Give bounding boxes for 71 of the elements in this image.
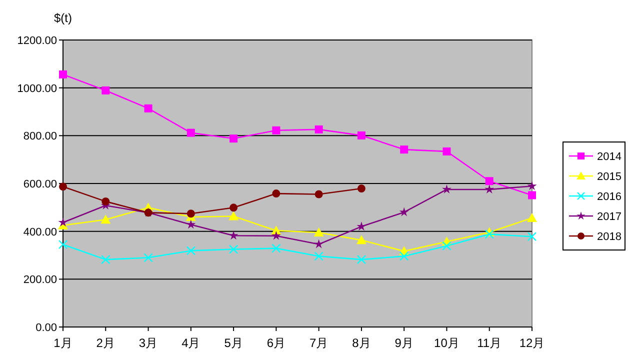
point bbox=[186, 210, 195, 218]
x-tick-label: 11月 bbox=[477, 336, 502, 350]
x-tick-label: 12月 bbox=[519, 336, 545, 350]
point bbox=[59, 70, 67, 78]
point bbox=[527, 232, 537, 242]
point bbox=[100, 214, 111, 224]
y-tick-label: 400.00 bbox=[23, 226, 57, 238]
y-tick-label: 1200.00 bbox=[17, 35, 57, 47]
x-tick-label: 8月 bbox=[352, 336, 371, 350]
point bbox=[272, 244, 281, 253]
point bbox=[272, 190, 280, 198]
y-tick-label: 600.00 bbox=[23, 178, 57, 190]
point bbox=[527, 181, 537, 190]
point bbox=[356, 235, 366, 244]
point bbox=[528, 191, 536, 200]
point bbox=[356, 222, 366, 231]
x-tick-label: 10月 bbox=[434, 336, 460, 350]
point bbox=[230, 204, 238, 212]
point bbox=[314, 252, 324, 261]
x-tick-label: 4月 bbox=[182, 336, 200, 350]
legend-label: 2015 bbox=[597, 171, 622, 183]
point bbox=[484, 230, 494, 239]
y-tick-label: 800.00 bbox=[23, 130, 57, 143]
x-tick-label: 9月 bbox=[394, 336, 414, 350]
y-tick-label: 0.00 bbox=[36, 322, 57, 334]
point bbox=[527, 212, 537, 222]
x-tick-label: 3月 bbox=[138, 336, 158, 350]
x-tick-label: 5月 bbox=[224, 336, 243, 350]
point bbox=[58, 240, 68, 250]
point bbox=[442, 147, 451, 156]
point bbox=[484, 184, 494, 194]
y-axis-title: $(t) bbox=[54, 11, 72, 25]
point bbox=[442, 184, 452, 194]
point bbox=[144, 104, 152, 112]
point bbox=[399, 207, 409, 216]
legend-label: 2018 bbox=[597, 231, 622, 243]
x-tick-label: 6月 bbox=[266, 336, 286, 350]
point bbox=[230, 134, 238, 143]
point bbox=[400, 146, 408, 154]
x-tick-label: 2月 bbox=[96, 336, 115, 350]
point bbox=[357, 131, 366, 140]
point bbox=[271, 230, 281, 240]
point bbox=[357, 184, 366, 193]
point bbox=[314, 190, 323, 198]
point bbox=[399, 252, 409, 261]
point bbox=[102, 86, 110, 94]
x-tick-label: 1月 bbox=[54, 336, 72, 350]
point bbox=[186, 128, 195, 137]
point bbox=[228, 244, 238, 254]
point bbox=[144, 253, 153, 262]
point bbox=[228, 211, 239, 220]
legend-label: 2014 bbox=[597, 151, 622, 163]
point bbox=[59, 182, 67, 191]
point bbox=[485, 177, 494, 186]
point bbox=[272, 126, 280, 134]
y-tick-label: 200.00 bbox=[23, 274, 57, 286]
point bbox=[314, 239, 324, 248]
point bbox=[314, 125, 323, 134]
point bbox=[314, 228, 324, 237]
point bbox=[356, 254, 366, 264]
point bbox=[58, 217, 68, 227]
legend-label: 2017 bbox=[597, 211, 622, 223]
point bbox=[186, 246, 196, 256]
point bbox=[186, 220, 196, 229]
point bbox=[442, 241, 452, 251]
point bbox=[102, 197, 110, 206]
legend-label: 2016 bbox=[597, 191, 622, 203]
point bbox=[101, 254, 110, 264]
y-tick-label: 1000.00 bbox=[17, 82, 57, 95]
x-tick-label: 7月 bbox=[309, 336, 328, 350]
point bbox=[228, 230, 238, 240]
